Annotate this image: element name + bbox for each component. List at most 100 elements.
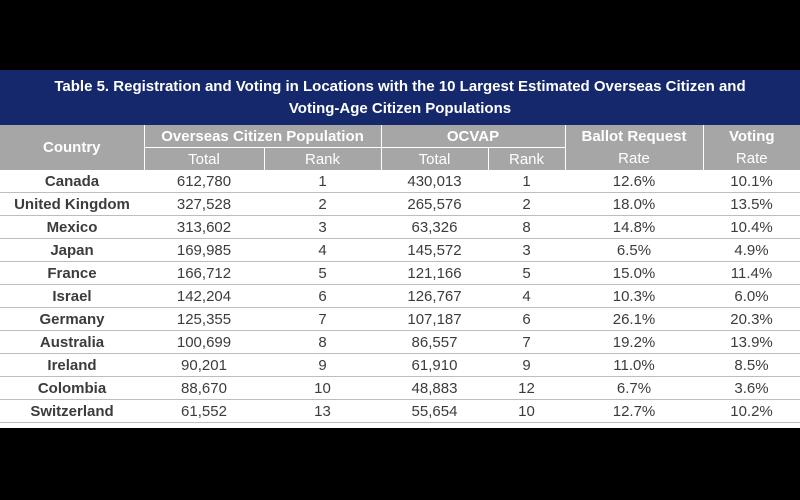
- cell-ocp-rank: 4: [264, 238, 381, 262]
- cell-ballot-request-rate: 10.3%: [565, 284, 704, 308]
- table-header: Country Overseas Citizen Population OCVA…: [0, 125, 800, 170]
- cell-ocp-rank: 5: [264, 261, 381, 285]
- cell-ballot-request-rate: 14.8%: [565, 215, 704, 239]
- header-ocvap-rank: Rank: [488, 147, 566, 170]
- cell-ocp-rank: 8: [264, 330, 381, 354]
- header-country: Country: [0, 125, 145, 170]
- cell-country: Switzerland: [0, 399, 144, 423]
- table-body: Canada 612,780 1 430,013 1 12.6% 10.1% United K…: [0, 170, 800, 423]
- table-title-line1: Table 5. Registration and Voting in Loca…: [54, 77, 746, 95]
- cell-country: Ireland: [0, 353, 144, 377]
- cell-ocp-rank: 6: [264, 284, 381, 308]
- cell-country: Australia: [0, 330, 144, 354]
- cell-voting-rate: 4.9%: [703, 238, 800, 262]
- cell-country: Israel: [0, 284, 144, 308]
- cell-country: United Kingdom: [0, 192, 144, 216]
- cell-ocvap-total: 126,767: [381, 284, 488, 308]
- cell-country: Canada: [0, 170, 144, 193]
- cell-voting-rate: 8.5%: [703, 353, 800, 377]
- cell-ballot-request-rate: 6.7%: [565, 376, 704, 400]
- cell-ocvap-total: 121,166: [381, 261, 488, 285]
- cell-ocvap-rank: 1: [488, 170, 566, 193]
- slide: Table 5. Registration and Voting in Loca…: [0, 70, 800, 428]
- data-table: Country Overseas Citizen Population OCVA…: [0, 125, 800, 423]
- cell-ocp-rank: 9: [264, 353, 381, 377]
- cell-ocp-total: 88,670: [144, 376, 264, 400]
- cell-ocvap-rank: 2: [488, 192, 566, 216]
- cell-ocvap-total: 55,654: [381, 399, 488, 423]
- cell-ocp-rank: 13: [264, 399, 381, 423]
- table-title-line2: Voting-Age Citizen Populations: [288, 99, 512, 117]
- cell-country: Germany: [0, 307, 144, 331]
- cell-voting-rate: 13.9%: [703, 330, 800, 354]
- cell-ocp-total: 169,985: [144, 238, 264, 262]
- cell-ocp-rank: 7: [264, 307, 381, 331]
- table-row: Australia 100,699 8 86,557 7 19.2% 13.9%: [0, 330, 800, 354]
- cell-ocvap-rank: 8: [488, 215, 566, 239]
- cell-ballot-request-rate: 26.1%: [565, 307, 704, 331]
- cell-ocvap-rank: 5: [488, 261, 566, 285]
- table-row: Japan 169,985 4 145,572 3 6.5% 4.9%: [0, 238, 800, 262]
- cell-country: France: [0, 261, 144, 285]
- header-ballot-request-line2: Rate: [565, 147, 704, 170]
- table-row: Ireland 90,201 9 61,910 9 11.0% 8.5%: [0, 353, 800, 377]
- header-overseas-citizen-population: Overseas Citizen Population: [144, 125, 382, 148]
- cell-ocp-total: 327,528: [144, 192, 264, 216]
- cell-ocvap-rank: 6: [488, 307, 566, 331]
- cell-ocp-total: 125,355: [144, 307, 264, 331]
- cell-ocvap-total: 430,013: [381, 170, 488, 193]
- cell-ballot-request-rate: 19.2%: [565, 330, 704, 354]
- header-voting-line2: Rate: [703, 147, 800, 170]
- cell-ocvap-rank: 9: [488, 353, 566, 377]
- cell-ocp-rank: 10: [264, 376, 381, 400]
- cell-ballot-request-rate: 18.0%: [565, 192, 704, 216]
- cell-ocp-rank: 3: [264, 215, 381, 239]
- cell-voting-rate: 6.0%: [703, 284, 800, 308]
- table-row: Switzerland 61,552 13 55,654 10 12.7% 10.2%: [0, 399, 800, 423]
- cell-ocp-total: 61,552: [144, 399, 264, 423]
- cell-ocp-total: 313,602: [144, 215, 264, 239]
- cell-ocvap-total: 145,572: [381, 238, 488, 262]
- header-ocvap-total: Total: [381, 147, 489, 170]
- cell-ballot-request-rate: 6.5%: [565, 238, 704, 262]
- cell-voting-rate: 11.4%: [703, 261, 800, 285]
- cell-voting-rate: 20.3%: [703, 307, 800, 331]
- table-row: United Kingdom 327,528 2 265,576 2 18.0% 13.5%: [0, 192, 800, 216]
- table-row: Colombia 88,670 10 48,883 12 6.7% 3.6%: [0, 376, 800, 400]
- header-ocp-rank: Rank: [264, 147, 382, 170]
- cell-ocp-total: 100,699: [144, 330, 264, 354]
- cell-ocvap-total: 86,557: [381, 330, 488, 354]
- table-row: France 166,712 5 121,166 5 15.0% 11.4%: [0, 261, 800, 285]
- cell-ocvap-total: 265,576: [381, 192, 488, 216]
- cell-ballot-request-rate: 15.0%: [565, 261, 704, 285]
- cell-ocp-total: 166,712: [144, 261, 264, 285]
- header-voting-line1: Voting: [703, 125, 800, 148]
- header-ballot-request-line1: Ballot Request: [565, 125, 704, 148]
- cell-ocvap-rank: 3: [488, 238, 566, 262]
- cell-ocvap-total: 48,883: [381, 376, 488, 400]
- cell-ocvap-total: 107,187: [381, 307, 488, 331]
- cell-ballot-request-rate: 11.0%: [565, 353, 704, 377]
- cell-ocp-total: 90,201: [144, 353, 264, 377]
- cell-ocvap-total: 61,910: [381, 353, 488, 377]
- header-ocp-total: Total: [144, 147, 265, 170]
- cell-voting-rate: 13.5%: [703, 192, 800, 216]
- cell-ocvap-rank: 4: [488, 284, 566, 308]
- cell-ocp-rank: 2: [264, 192, 381, 216]
- cell-ocp-rank: 1: [264, 170, 381, 193]
- table-row: Canada 612,780 1 430,013 1 12.6% 10.1%: [0, 170, 800, 193]
- cell-ocvap-rank: 10: [488, 399, 566, 423]
- cell-ocvap-rank: 7: [488, 330, 566, 354]
- table-row: Mexico 313,602 3 63,326 8 14.8% 10.4%: [0, 215, 800, 239]
- cell-ocvap-total: 63,326: [381, 215, 488, 239]
- cell-voting-rate: 10.2%: [703, 399, 800, 423]
- cell-country: Japan: [0, 238, 144, 262]
- cell-ocvap-rank: 12: [488, 376, 566, 400]
- header-ocvap: OCVAP: [381, 125, 566, 148]
- cell-voting-rate: 10.1%: [703, 170, 800, 193]
- cell-ballot-request-rate: 12.7%: [565, 399, 704, 423]
- cell-ocp-total: 142,204: [144, 284, 264, 308]
- cell-country: Colombia: [0, 376, 144, 400]
- cell-voting-rate: 10.4%: [703, 215, 800, 239]
- cell-voting-rate: 3.6%: [703, 376, 800, 400]
